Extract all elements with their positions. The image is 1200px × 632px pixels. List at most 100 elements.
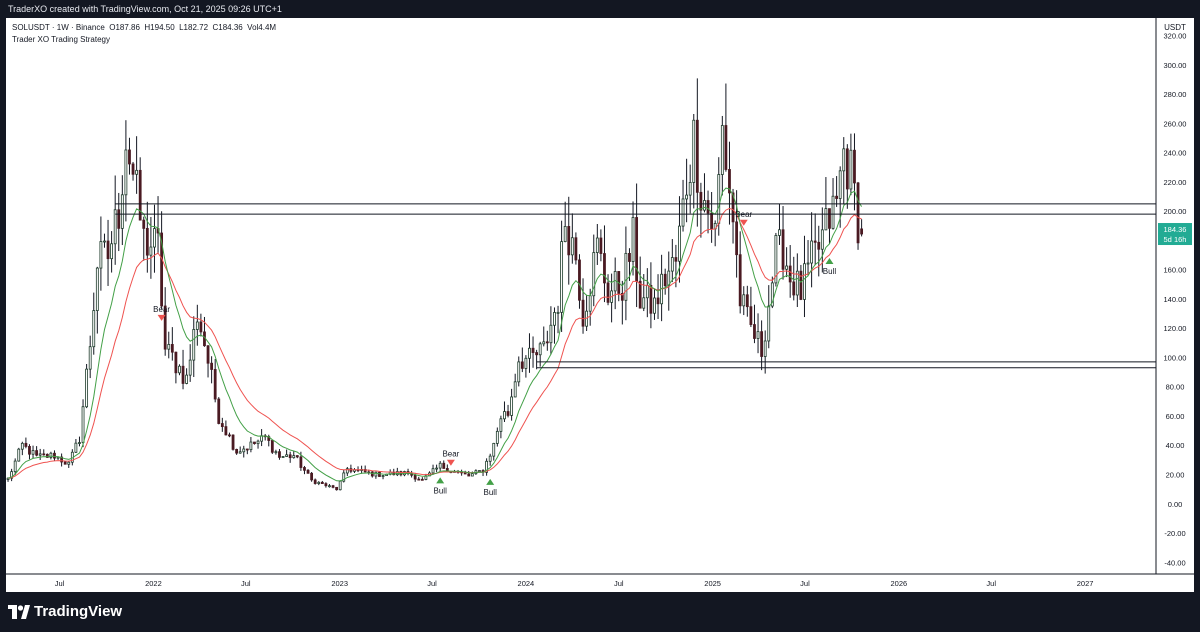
candle-body	[199, 321, 203, 333]
candle-body	[824, 208, 828, 231]
y-tick-label: 40.00	[1166, 441, 1185, 450]
legend-close: 184.36	[218, 23, 243, 32]
y-tick-label: 100.00	[1164, 353, 1187, 362]
candle-body	[678, 225, 681, 262]
candle-body	[628, 252, 631, 262]
candle-body	[549, 324, 553, 344]
candle-body	[528, 347, 531, 359]
candle-body	[813, 240, 817, 243]
legend-vol: 4.4M	[258, 23, 277, 32]
candle-body	[235, 448, 239, 454]
candle-body	[324, 483, 328, 487]
candle-body	[253, 441, 256, 445]
candle-body	[574, 237, 578, 261]
candle-body	[685, 194, 689, 200]
x-tick-label: 2027	[1077, 579, 1094, 588]
candle-body	[645, 285, 649, 299]
candle-body	[17, 448, 21, 462]
candle-body	[620, 293, 624, 301]
candle-body	[78, 442, 81, 444]
candle-body	[163, 305, 167, 350]
candle-body	[120, 194, 124, 229]
y-tick-label: 60.00	[1166, 412, 1185, 421]
candle-body	[688, 182, 692, 196]
x-tick-label: Jul	[986, 579, 996, 588]
legend-symbol[interactable]: SOLUSDT · 1W · Binance	[12, 23, 105, 32]
candle-body	[85, 368, 89, 408]
candle-body	[667, 270, 671, 287]
candle-body	[313, 479, 317, 484]
candle-body	[595, 237, 599, 253]
price-chart[interactable]: USDT -40.00 -20.00 0.00 20.00 40.00 60.00 80.00…	[6, 18, 1194, 592]
candle-body	[378, 471, 381, 477]
candle-body	[538, 343, 542, 356]
tradingview-logo[interactable]: TradingView	[8, 603, 122, 620]
candle-body	[128, 149, 131, 165]
y-tick-label: -40.00	[1164, 558, 1185, 567]
candle-body	[145, 227, 149, 256]
candle-body	[81, 406, 85, 443]
candle-body	[606, 282, 610, 303]
candle-body	[860, 228, 864, 235]
candle-body	[38, 453, 42, 456]
x-tick-label: Jul	[800, 579, 810, 588]
y-tick-label: 20.00	[1166, 471, 1185, 480]
legend-indicator[interactable]: Trader XO Trading Strategy	[12, 35, 110, 44]
candle-body	[167, 344, 171, 350]
x-tick-label: 2025	[704, 579, 721, 588]
candle-body	[603, 253, 606, 284]
legend-low: 182.72	[183, 23, 209, 32]
candle-body	[170, 344, 174, 353]
y-tick-label: 80.00	[1166, 383, 1185, 392]
bull-signal-label: Bull	[484, 488, 498, 497]
candle-body	[292, 455, 296, 459]
candle-body	[806, 262, 810, 265]
candle-body	[417, 478, 421, 481]
candle-body	[31, 450, 35, 455]
candle-body	[724, 125, 728, 170]
candle-body	[499, 418, 503, 432]
fast-ema-line	[7, 187, 863, 482]
candle-body	[135, 169, 139, 175]
candle-body	[224, 426, 228, 436]
candle-body	[792, 281, 796, 296]
candle-body	[517, 361, 521, 383]
bear-signal-label: Bear	[442, 450, 459, 459]
candle-body	[274, 451, 278, 454]
candle-body	[560, 241, 564, 313]
candle-body	[245, 448, 249, 451]
candle-body	[335, 486, 339, 491]
candle-body	[188, 359, 192, 376]
y-tick-label: 240.00	[1164, 149, 1187, 158]
candle-body	[799, 270, 803, 300]
x-tick-label: 2022	[145, 579, 162, 588]
candle-body	[785, 265, 789, 270]
candle-body	[756, 331, 760, 339]
candle-body	[599, 237, 603, 254]
candle-body	[853, 149, 856, 184]
candle-body	[288, 454, 292, 459]
candle-body	[635, 217, 639, 282]
bear-signal-marker	[739, 219, 748, 226]
candle-body	[670, 257, 674, 272]
candle-body	[438, 462, 442, 469]
candle-body	[174, 351, 178, 374]
candle-body	[842, 148, 846, 172]
y-tick-label: 260.00	[1164, 119, 1187, 128]
candle-body	[545, 341, 549, 344]
candle-body	[106, 240, 110, 260]
candle-body	[703, 200, 706, 211]
candle-body	[828, 208, 831, 229]
bull-signal-marker	[825, 257, 834, 264]
candle-body	[467, 473, 471, 477]
chart-panel[interactable]: USDT -40.00 -20.00 0.00 20.00 40.00 60.00 80.00…	[6, 18, 1194, 592]
legend-ohlc-row: SOLUSDT · 1W · Binance O187.86 H194.50 L…	[12, 22, 276, 34]
candle-body	[381, 475, 385, 477]
candle-body	[695, 119, 699, 193]
candle-body	[160, 232, 164, 307]
footer	[0, 592, 1200, 632]
candle-body	[185, 374, 189, 384]
candle-body	[370, 471, 374, 477]
x-tick-label: Jul	[427, 579, 437, 588]
candle-body	[720, 125, 724, 175]
